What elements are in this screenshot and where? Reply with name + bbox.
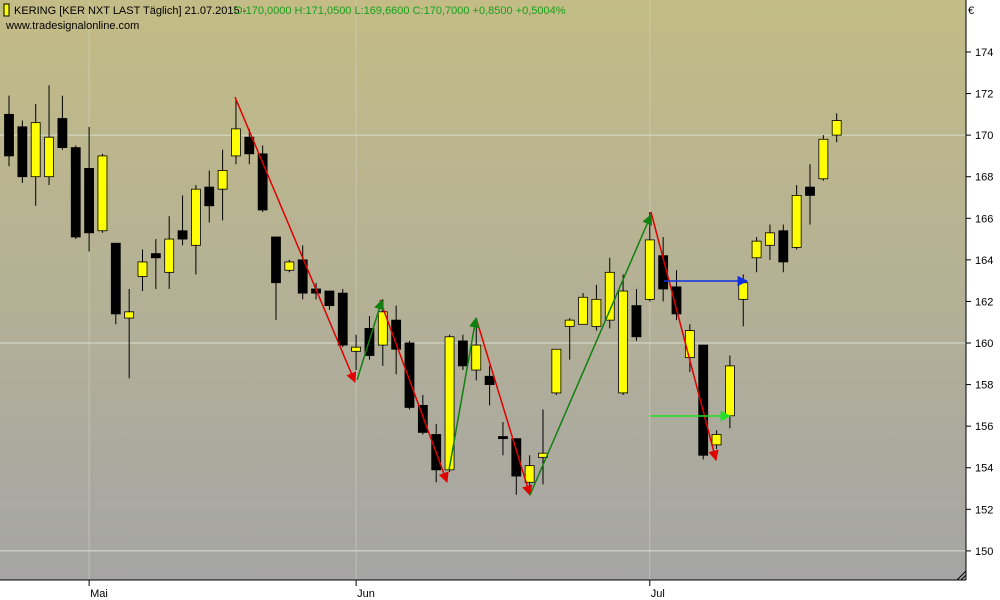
candle-body xyxy=(765,232,775,246)
header-icon xyxy=(3,3,10,17)
y-tick-label: 152 xyxy=(975,504,993,516)
candle-body xyxy=(698,344,709,456)
candle-body xyxy=(805,186,815,196)
candle-body xyxy=(150,253,161,259)
candle-body xyxy=(778,230,789,263)
candle-body xyxy=(324,290,335,306)
candle-body xyxy=(271,236,281,284)
candle-body xyxy=(604,271,615,321)
candle-body xyxy=(578,296,588,325)
candle-body xyxy=(671,286,682,315)
trend-arrow xyxy=(529,214,653,496)
candle-body xyxy=(244,136,255,155)
candle-body xyxy=(30,122,41,178)
candle-body xyxy=(417,404,428,433)
header-instrument: KERING [KER NXT LAST Täglich] 21.07.2015… xyxy=(14,5,247,17)
y-tick-label: 158 xyxy=(975,380,993,392)
candle-body xyxy=(70,147,81,238)
y-tick-label: 170 xyxy=(975,130,993,142)
candle-body xyxy=(404,342,415,408)
x-tick-label: Jun xyxy=(357,588,375,600)
watermark: www.tradesignalonline.com xyxy=(5,20,139,32)
candle-body xyxy=(351,346,362,352)
y-tick-label: 174 xyxy=(975,47,993,59)
candle-body xyxy=(524,465,535,483)
candle-body xyxy=(738,282,749,300)
candle-body xyxy=(751,240,762,259)
candle-body xyxy=(231,128,241,157)
trend-arrow xyxy=(379,299,449,483)
plot-background xyxy=(0,0,966,580)
candle-body xyxy=(217,170,228,190)
trend-arrow xyxy=(650,211,719,462)
candle-body xyxy=(84,167,94,234)
candle-body xyxy=(44,136,54,178)
candle-body xyxy=(284,261,295,271)
y-tick-label: 160 xyxy=(975,338,993,350)
y-tick-label: 168 xyxy=(975,172,993,184)
trend-arrow xyxy=(234,96,357,383)
candle-body xyxy=(204,186,215,207)
y-tick-label: 172 xyxy=(975,89,993,101)
y-tick-label: 156 xyxy=(975,421,993,433)
candle-body xyxy=(564,319,575,327)
candle-body xyxy=(17,126,28,178)
candle-body xyxy=(297,259,308,294)
candle-body xyxy=(164,238,175,273)
trend-arrows xyxy=(234,96,749,497)
trend-arrow xyxy=(448,316,480,471)
candle-body xyxy=(337,292,348,346)
y-unit: € xyxy=(968,5,974,17)
candle-body xyxy=(110,242,121,315)
candle-body xyxy=(818,138,829,180)
header-quote: O:170,0000 H:171,0500 L:169,6600 C:170,7… xyxy=(234,5,566,17)
trend-arrow xyxy=(356,298,385,381)
candle-body xyxy=(644,239,655,300)
candles xyxy=(4,85,842,495)
axes: 150 152 154 156 158 160 162 164 166 168 170 172 174 M… xyxy=(88,47,993,600)
candle-body xyxy=(831,120,842,136)
candle-body xyxy=(190,188,201,246)
x-tick-label: Mai xyxy=(90,588,108,600)
y-tick-label: 162 xyxy=(975,296,993,308)
candle-body xyxy=(591,298,602,327)
y-tick-label: 166 xyxy=(975,213,993,225)
x-tick-label: Jul xyxy=(651,588,665,600)
candle-body xyxy=(457,340,468,367)
candle-body xyxy=(4,113,14,157)
candle-body xyxy=(791,195,802,248)
candle-body xyxy=(511,438,522,477)
resize-grip[interactable] xyxy=(956,570,967,581)
candle-body xyxy=(137,261,148,277)
y-tick-label: 150 xyxy=(975,546,993,558)
candle-body xyxy=(551,348,562,394)
candle-body xyxy=(97,155,108,232)
candle-body xyxy=(377,311,388,346)
trend-arrow xyxy=(475,317,533,497)
candle-body xyxy=(471,344,482,371)
candle-body xyxy=(124,311,135,319)
candle-body xyxy=(684,330,695,358)
candle-body xyxy=(631,305,642,338)
candle-body xyxy=(711,434,722,446)
candle-body xyxy=(725,365,735,417)
candle-body xyxy=(257,153,268,211)
candle-body xyxy=(57,118,68,148)
y-tick-label: 164 xyxy=(975,255,993,267)
candle-body xyxy=(618,290,628,394)
candle-body xyxy=(177,230,188,240)
candle-body xyxy=(484,375,495,385)
y-tick-label: 154 xyxy=(975,463,993,475)
candle-body xyxy=(391,319,402,350)
candle-body xyxy=(498,436,508,440)
